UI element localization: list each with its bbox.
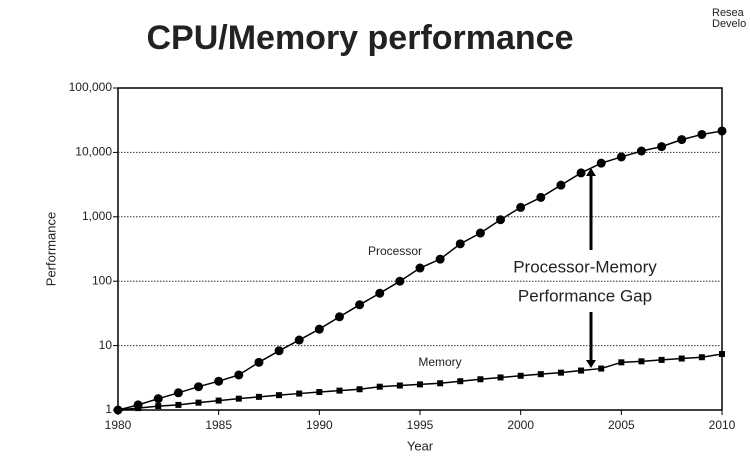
point [294, 335, 304, 345]
x-tick-label: 2010 [709, 418, 736, 432]
point [375, 288, 385, 298]
point [235, 395, 242, 402]
point [194, 382, 204, 392]
point [255, 393, 262, 400]
x-tick-label: 1990 [306, 418, 333, 432]
point [336, 387, 343, 394]
annotation: Performance Gap [518, 286, 652, 305]
point [415, 263, 425, 273]
point [356, 386, 363, 393]
point [234, 370, 244, 380]
point [677, 135, 687, 145]
point [437, 380, 444, 387]
point [417, 381, 423, 388]
point [598, 365, 605, 372]
point [296, 390, 303, 397]
point [678, 355, 685, 362]
annotation: Processor-Memory [513, 257, 657, 276]
point [496, 215, 506, 225]
point [314, 324, 324, 334]
point [395, 276, 405, 286]
point [636, 146, 646, 156]
point [396, 382, 403, 389]
point [173, 388, 183, 398]
point [316, 389, 323, 396]
point [135, 405, 142, 412]
point [517, 372, 524, 379]
point [215, 397, 222, 404]
point [719, 351, 725, 358]
x-tick-label: 2000 [507, 418, 534, 432]
point [115, 407, 121, 413]
point [254, 357, 264, 367]
point [155, 403, 162, 410]
y-tick-label: 10 [99, 338, 113, 352]
y-tick-label: 10,000 [75, 145, 112, 159]
point [276, 392, 283, 399]
x-tick-label: 2005 [608, 418, 635, 432]
point [475, 228, 485, 238]
point [214, 376, 224, 386]
point [657, 142, 667, 152]
series-label: Memory [418, 355, 461, 369]
point [537, 371, 544, 378]
point [516, 202, 526, 212]
y-axis-label: Performance [43, 212, 58, 286]
x-tick-label: 1980 [105, 418, 132, 432]
point [697, 129, 707, 139]
point [596, 158, 606, 168]
series-label: Processor [368, 244, 422, 258]
logo-text: Develo [712, 18, 746, 30]
point [618, 359, 625, 366]
slide-title: CPU/Memory performance [146, 19, 573, 57]
point [717, 126, 727, 136]
logo-text: Resea [712, 7, 745, 19]
point [376, 383, 383, 390]
point [638, 358, 645, 365]
point [658, 356, 665, 363]
point [557, 369, 564, 376]
point [497, 374, 504, 381]
point [536, 192, 546, 202]
y-tick-label: 1,000 [82, 209, 112, 223]
point [477, 376, 484, 383]
point [355, 300, 365, 310]
y-tick-label: 1 [105, 402, 112, 416]
x-tick-label: 1985 [205, 418, 232, 432]
point [457, 378, 464, 385]
y-tick-label: 100,000 [69, 80, 113, 94]
x-axis-label: Year [407, 438, 434, 453]
point [334, 312, 344, 322]
y-tick-label: 100 [92, 273, 112, 287]
point [576, 168, 586, 178]
point [556, 180, 566, 190]
point [175, 401, 182, 408]
point [195, 399, 202, 406]
point [153, 394, 163, 404]
point [578, 367, 585, 374]
point [616, 152, 626, 162]
point [455, 239, 465, 249]
point [435, 254, 445, 264]
x-tick-label: 1995 [407, 418, 434, 432]
point [274, 346, 284, 356]
point [698, 354, 705, 361]
